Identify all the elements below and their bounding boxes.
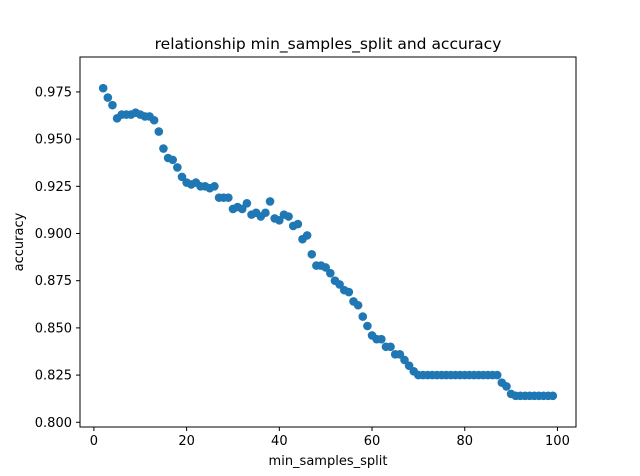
x-tick-label: 100 [545,434,570,449]
y-tick-label: 0.975 [35,85,72,100]
x-axis-label: min_samples_split [269,454,388,469]
data-point [321,263,330,272]
y-tick-label: 0.900 [35,227,72,242]
data-point [149,115,159,125]
data-point [108,100,117,110]
y-axis: 0.800 0.825 0.850 0.875 0.900 0.925 0.950 0.975 [35,85,80,431]
data-point [261,208,270,218]
data-point [98,83,108,93]
data-point [242,199,252,208]
data-point [302,231,312,240]
data-point [224,193,233,202]
data-point [307,249,317,259]
y-tick-label: 0.800 [35,416,72,431]
data-point [293,219,303,229]
x-tick-label: 0 [90,434,98,449]
data-point [386,342,395,352]
y-tick-label: 0.950 [35,133,72,148]
y-tick-label: 0.875 [35,274,72,289]
data-point [177,172,187,182]
y-tick-label: 0.850 [35,321,72,336]
data-point [284,212,293,221]
data-point [265,197,275,206]
data-point [377,334,386,344]
x-tick-label: 20 [178,434,195,449]
data-point [400,355,409,365]
data-point [210,182,219,191]
y-tick-label: 0.925 [35,180,72,195]
data-points [98,83,558,401]
x-axis: 0 20 40 60 80 100 [90,427,570,449]
data-point [548,391,558,401]
y-tick-label: 0.825 [35,369,72,384]
y-axis-label: accuracy [12,212,27,271]
data-point [502,382,511,391]
data-point [363,321,372,331]
data-point [404,361,414,370]
data-point [154,127,164,136]
data-point [492,370,502,380]
plot-frame [79,56,577,428]
data-point [159,144,168,153]
data-point [326,268,335,278]
data-point [344,287,354,297]
data-point [395,350,405,359]
data-point [103,93,113,102]
data-point [168,155,178,165]
x-tick-label: 40 [271,434,288,449]
data-point [335,280,344,289]
data-point [237,204,247,214]
x-tick-label: 60 [364,434,381,449]
data-point [173,163,182,172]
data-point [353,300,363,310]
chart-title: relationship min_samples_split and accur… [155,35,502,54]
data-point [358,312,368,321]
x-tick-label: 80 [456,434,473,449]
